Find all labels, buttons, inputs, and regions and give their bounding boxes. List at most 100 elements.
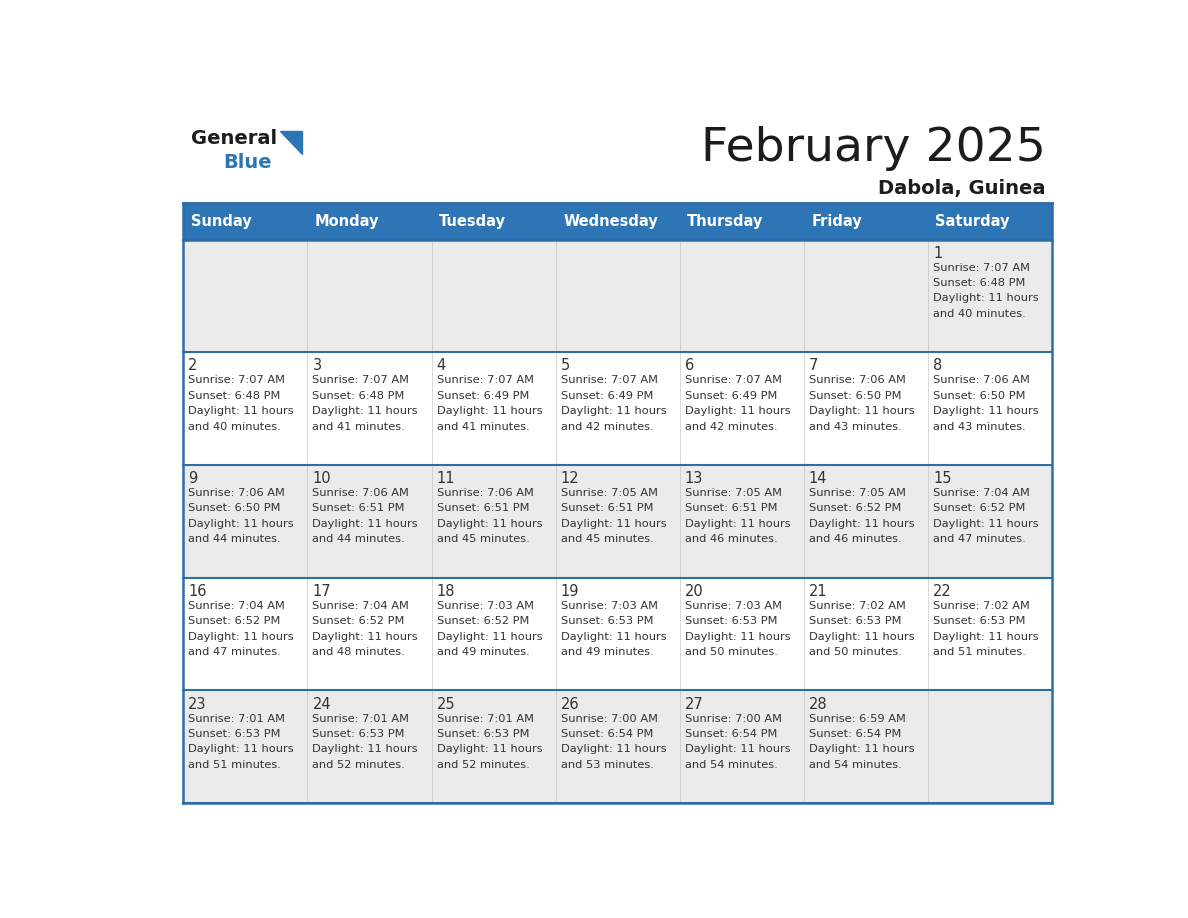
Bar [804, 240, 928, 353]
Text: General: General [191, 129, 277, 149]
Bar [804, 577, 928, 690]
Text: 11: 11 [436, 471, 455, 487]
Text: Daylight: 11 hours: Daylight: 11 hours [809, 519, 915, 529]
Bar [556, 353, 680, 465]
Text: Sunrise: 7:05 AM: Sunrise: 7:05 AM [561, 488, 658, 498]
Bar [928, 240, 1053, 353]
Bar [183, 577, 308, 690]
Text: and 43 minutes.: and 43 minutes. [809, 421, 902, 431]
Text: Sunrise: 7:00 AM: Sunrise: 7:00 AM [684, 713, 782, 723]
Text: Sunset: 6:53 PM: Sunset: 6:53 PM [684, 616, 777, 626]
Text: Sunset: 6:53 PM: Sunset: 6:53 PM [189, 729, 280, 739]
Text: Sunrise: 7:07 AM: Sunrise: 7:07 AM [933, 263, 1030, 273]
Text: Sunset: 6:49 PM: Sunset: 6:49 PM [436, 391, 529, 401]
Text: Sunset: 6:51 PM: Sunset: 6:51 PM [436, 503, 529, 513]
Text: Sunrise: 7:07 AM: Sunrise: 7:07 AM [684, 375, 782, 386]
Text: Daylight: 11 hours: Daylight: 11 hours [436, 744, 542, 755]
Bar [680, 353, 804, 465]
Text: 22: 22 [933, 584, 952, 599]
Text: 20: 20 [684, 584, 703, 599]
Bar [680, 203, 804, 240]
Text: and 41 minutes.: and 41 minutes. [312, 421, 405, 431]
Text: and 51 minutes.: and 51 minutes. [933, 647, 1026, 657]
Text: Sunrise: 6:59 AM: Sunrise: 6:59 AM [809, 713, 905, 723]
Bar [928, 577, 1053, 690]
Text: Sunset: 6:52 PM: Sunset: 6:52 PM [189, 616, 280, 626]
Text: February 2025: February 2025 [701, 126, 1045, 171]
Text: Sunrise: 7:01 AM: Sunrise: 7:01 AM [436, 713, 533, 723]
Text: and 44 minutes.: and 44 minutes. [189, 534, 282, 544]
Text: 3: 3 [312, 358, 322, 374]
Text: 26: 26 [561, 697, 580, 711]
Text: 6: 6 [684, 358, 694, 374]
Text: Daylight: 11 hours: Daylight: 11 hours [809, 632, 915, 642]
Text: 15: 15 [933, 471, 952, 487]
Text: Daylight: 11 hours: Daylight: 11 hours [933, 294, 1038, 304]
Text: Dabola, Guinea: Dabola, Guinea [878, 179, 1045, 198]
Text: Sunset: 6:51 PM: Sunset: 6:51 PM [561, 503, 653, 513]
Text: Sunrise: 7:01 AM: Sunrise: 7:01 AM [312, 713, 410, 723]
Text: Daylight: 11 hours: Daylight: 11 hours [189, 632, 293, 642]
Text: Sunset: 6:53 PM: Sunset: 6:53 PM [561, 616, 653, 626]
Text: and 49 minutes.: and 49 minutes. [561, 647, 653, 657]
Text: Sunset: 6:53 PM: Sunset: 6:53 PM [809, 616, 902, 626]
Bar [183, 690, 308, 803]
Text: Sunrise: 7:05 AM: Sunrise: 7:05 AM [809, 488, 906, 498]
Text: 16: 16 [189, 584, 207, 599]
Bar [308, 577, 431, 690]
Text: Sunday: Sunday [191, 214, 252, 229]
Text: Sunset: 6:49 PM: Sunset: 6:49 PM [684, 391, 777, 401]
Text: Daylight: 11 hours: Daylight: 11 hours [312, 632, 418, 642]
Text: and 41 minutes.: and 41 minutes. [436, 421, 530, 431]
Bar [308, 353, 431, 465]
Text: 24: 24 [312, 697, 331, 711]
Text: Daylight: 11 hours: Daylight: 11 hours [933, 519, 1038, 529]
Text: Tuesday: Tuesday [440, 214, 506, 229]
Text: Sunrise: 7:03 AM: Sunrise: 7:03 AM [436, 600, 533, 610]
Bar [308, 203, 431, 240]
Text: Sunset: 6:53 PM: Sunset: 6:53 PM [933, 616, 1025, 626]
Bar [308, 465, 431, 577]
Text: Sunset: 6:50 PM: Sunset: 6:50 PM [933, 391, 1025, 401]
Text: Daylight: 11 hours: Daylight: 11 hours [684, 632, 790, 642]
Text: Sunset: 6:52 PM: Sunset: 6:52 PM [436, 616, 529, 626]
Text: 5: 5 [561, 358, 570, 374]
Text: and 42 minutes.: and 42 minutes. [684, 421, 777, 431]
Bar [183, 240, 308, 353]
Bar [308, 240, 431, 353]
Text: and 53 minutes.: and 53 minutes. [561, 760, 653, 769]
Bar [928, 203, 1053, 240]
Text: and 45 minutes.: and 45 minutes. [561, 534, 653, 544]
Text: Sunset: 6:54 PM: Sunset: 6:54 PM [561, 729, 653, 739]
Text: 4: 4 [436, 358, 446, 374]
Text: Daylight: 11 hours: Daylight: 11 hours [809, 744, 915, 755]
Bar [431, 690, 556, 803]
Text: and 42 minutes.: and 42 minutes. [561, 421, 653, 431]
Text: Daylight: 11 hours: Daylight: 11 hours [189, 406, 293, 416]
Text: Sunset: 6:53 PM: Sunset: 6:53 PM [312, 729, 405, 739]
Bar [804, 465, 928, 577]
Text: and 54 minutes.: and 54 minutes. [809, 760, 902, 769]
Text: Sunrise: 7:02 AM: Sunrise: 7:02 AM [809, 600, 905, 610]
Bar [928, 465, 1053, 577]
Text: Daylight: 11 hours: Daylight: 11 hours [312, 406, 418, 416]
Text: and 50 minutes.: and 50 minutes. [684, 647, 778, 657]
Text: Sunset: 6:52 PM: Sunset: 6:52 PM [933, 503, 1025, 513]
Bar [431, 465, 556, 577]
Text: Sunrise: 7:04 AM: Sunrise: 7:04 AM [189, 600, 285, 610]
Text: 7: 7 [809, 358, 819, 374]
Text: Sunset: 6:49 PM: Sunset: 6:49 PM [561, 391, 653, 401]
Bar [928, 353, 1053, 465]
Bar [680, 240, 804, 353]
Text: Daylight: 11 hours: Daylight: 11 hours [561, 406, 666, 416]
Text: Daylight: 11 hours: Daylight: 11 hours [312, 519, 418, 529]
Text: Daylight: 11 hours: Daylight: 11 hours [436, 519, 542, 529]
Text: Sunrise: 7:02 AM: Sunrise: 7:02 AM [933, 600, 1030, 610]
Text: 10: 10 [312, 471, 331, 487]
Text: Sunrise: 7:07 AM: Sunrise: 7:07 AM [312, 375, 410, 386]
Text: and 46 minutes.: and 46 minutes. [684, 534, 777, 544]
Text: Sunset: 6:48 PM: Sunset: 6:48 PM [189, 391, 280, 401]
Text: Sunrise: 7:06 AM: Sunrise: 7:06 AM [189, 488, 285, 498]
Text: and 40 minutes.: and 40 minutes. [189, 421, 282, 431]
Text: Daylight: 11 hours: Daylight: 11 hours [436, 406, 542, 416]
